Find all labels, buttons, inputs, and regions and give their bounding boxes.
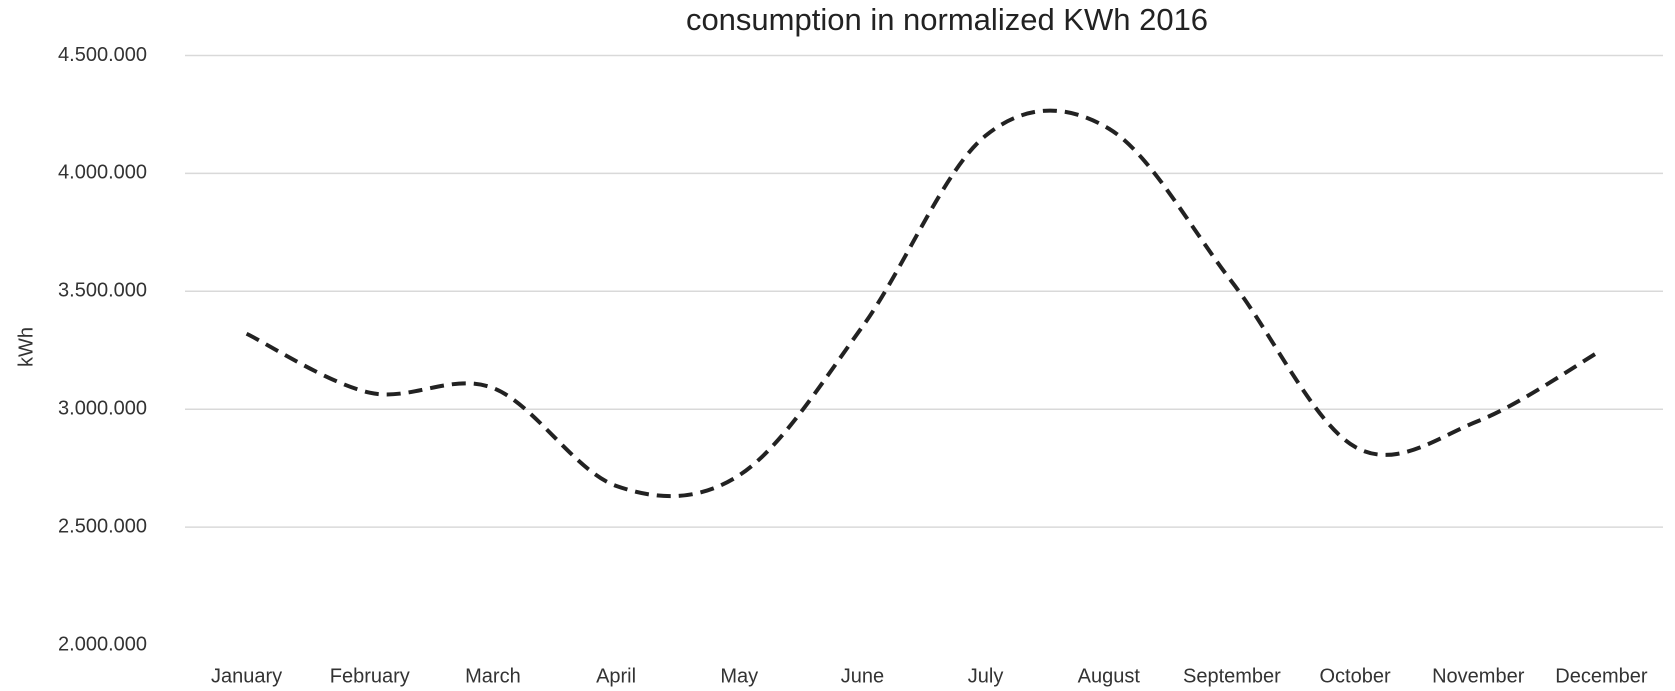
x-tick-label: November xyxy=(1432,665,1525,687)
y-tick-label: 2.500.000 xyxy=(58,515,147,537)
line-series xyxy=(245,108,1603,499)
x-tick-label: March xyxy=(465,665,521,687)
y-tick-label: 3.500.000 xyxy=(58,280,147,302)
x-tick-label: October xyxy=(1320,665,1391,687)
y-tick-label: 4.000.000 xyxy=(58,162,147,184)
x-tick-label: May xyxy=(720,665,758,687)
x-tick-label: September xyxy=(1183,665,1281,687)
y-tick-label: 2.000.000 xyxy=(58,633,147,655)
x-tick-label: January xyxy=(211,665,282,687)
x-tick-label: June xyxy=(841,665,884,687)
chart-title: consumption in normalized KWh 2016 xyxy=(686,2,1208,37)
y-tick-label: 3.000.000 xyxy=(58,397,147,419)
x-tick-label: February xyxy=(330,665,410,687)
x-tick-label: August xyxy=(1078,665,1141,687)
x-tick-label: April xyxy=(596,665,636,687)
y-axis-label: kWh xyxy=(15,327,37,367)
x-tick-label: July xyxy=(968,665,1004,687)
x-tick-label: December xyxy=(1555,665,1648,687)
y-tick-label: 4.500.000 xyxy=(58,44,147,66)
